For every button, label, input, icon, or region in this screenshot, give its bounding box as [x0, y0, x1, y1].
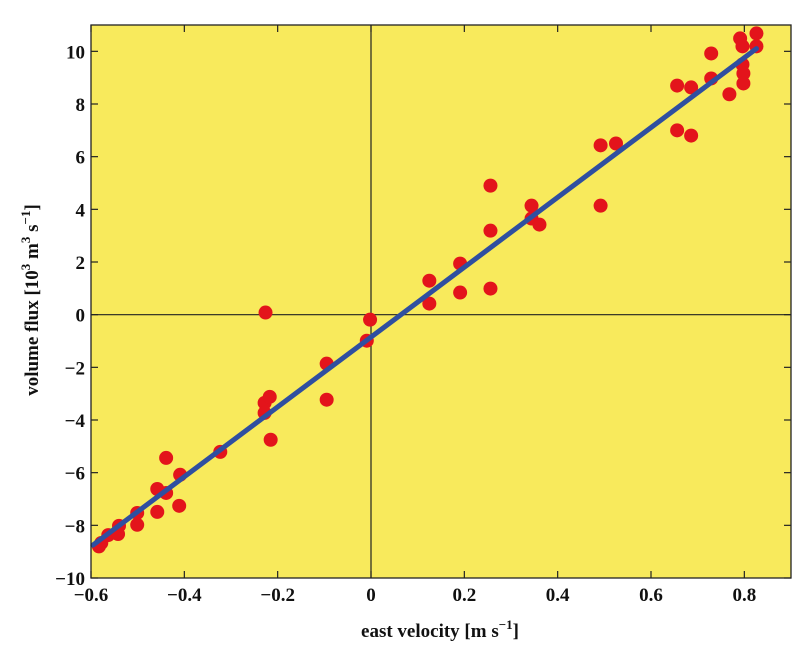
data-point: [735, 39, 750, 54]
data-point: [172, 498, 187, 513]
data-point: [722, 87, 737, 102]
data-point: [363, 312, 378, 327]
y-tick-label: 10: [66, 42, 85, 63]
data-point: [736, 66, 751, 81]
data-point: [483, 223, 498, 238]
data-point: [593, 198, 608, 213]
data-point: [422, 273, 437, 288]
x-tick-label: 0.2: [452, 585, 476, 606]
plot-frame: [90, 24, 792, 579]
data-point: [609, 136, 623, 151]
y-axis-label: volume flux [103 m3 s−1]: [18, 204, 43, 396]
data-point: [670, 78, 685, 93]
y-tick-label: −10: [55, 569, 85, 590]
data-point: [736, 76, 751, 91]
plot-area: [91, 25, 791, 578]
data-point: [684, 80, 699, 95]
data-point: [749, 26, 764, 41]
data-point: [159, 450, 174, 465]
data-point: [684, 128, 699, 143]
data-point: [262, 389, 277, 404]
x-tick-label: −0.6: [74, 585, 109, 606]
x-tick-label: 0.4: [546, 585, 570, 606]
data-point: [453, 285, 468, 300]
data-point: [483, 178, 498, 193]
x-tick-label: 0.8: [732, 585, 756, 606]
y-tick-label: −8: [65, 516, 85, 537]
data-point: [524, 198, 539, 213]
y-tick-label: −6: [65, 464, 85, 485]
x-axis-label: east velocity [m s−1]: [361, 617, 519, 642]
data-point: [263, 432, 278, 447]
data-point: [422, 296, 437, 311]
y-tick-label: 4: [76, 200, 86, 221]
data-point: [150, 504, 165, 519]
y-tick-label: −4: [65, 411, 86, 432]
data-point: [704, 46, 719, 61]
x-tick-label: −0.2: [260, 585, 295, 606]
y-tick-label: 6: [76, 148, 86, 169]
x-tick-label: 0.6: [639, 585, 663, 606]
data-point: [593, 138, 608, 153]
data-point: [483, 281, 498, 296]
data-point: [130, 517, 145, 532]
x-tick-label: 0: [366, 585, 376, 606]
y-tick-label: 2: [76, 253, 86, 274]
data-point: [258, 305, 273, 320]
y-tick-label: −2: [65, 358, 85, 379]
x-tick-label: −0.4: [167, 585, 202, 606]
y-tick-label: 0: [76, 306, 86, 327]
data-point: [532, 217, 547, 232]
y-tick-label: 8: [76, 95, 86, 116]
fit-line: [90, 46, 759, 548]
data-point: [670, 123, 685, 138]
data-point: [319, 392, 334, 407]
